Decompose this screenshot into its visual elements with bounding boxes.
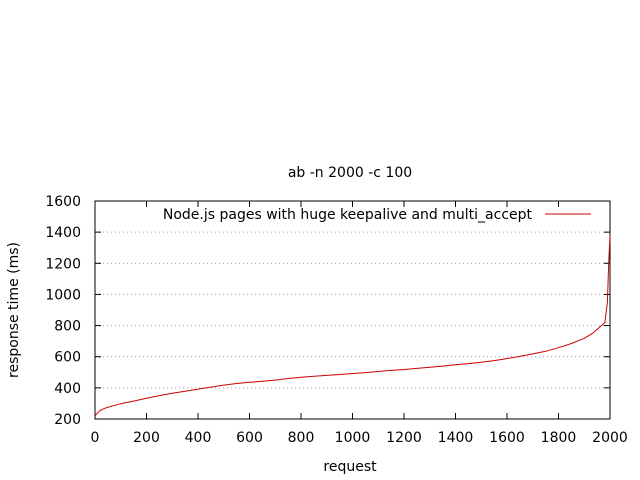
grid-lines bbox=[95, 231, 610, 389]
x-axis-label: request bbox=[323, 459, 377, 475]
y-tick-label: 800 bbox=[54, 319, 81, 335]
series-line bbox=[94, 235, 611, 417]
x-tick-label: 1800 bbox=[541, 430, 577, 446]
legend-label: Node.js pages with huge keepalive and mu… bbox=[163, 207, 533, 223]
x-tick-label: 0 bbox=[91, 430, 100, 446]
axis-ticks bbox=[94, 200, 611, 420]
y-tick-labels: 200 400 600 800 1000 1200 1400 1600 bbox=[45, 194, 81, 428]
y-tick-label: 1000 bbox=[45, 287, 81, 303]
y-tick-label: 1400 bbox=[45, 225, 81, 241]
y-tick-label: 600 bbox=[54, 350, 81, 366]
y-tick-label: 400 bbox=[54, 381, 81, 397]
legend: Node.js pages with huge keepalive and mu… bbox=[163, 207, 591, 223]
y-tick-label: 200 bbox=[54, 412, 81, 428]
x-tick-label: 200 bbox=[133, 430, 160, 446]
y-axis-label: response time (ms) bbox=[6, 242, 22, 378]
y-tick-label: 1600 bbox=[45, 194, 81, 210]
chart-title: ab -n 2000 -c 100 bbox=[288, 165, 412, 181]
x-tick-label: 1000 bbox=[335, 430, 371, 446]
x-tick-labels: 0 200 400 600 800 1000 1200 1400 1600 1800 2000 bbox=[91, 430, 628, 446]
x-tick-label: 2000 bbox=[592, 430, 628, 446]
y-tick-label: 1200 bbox=[45, 256, 81, 272]
x-tick-label: 400 bbox=[185, 430, 212, 446]
x-tick-label: 1200 bbox=[386, 430, 422, 446]
x-tick-label: 1400 bbox=[438, 430, 474, 446]
plot-frame bbox=[94, 200, 611, 420]
x-tick-label: 800 bbox=[288, 430, 315, 446]
x-tick-label: 1600 bbox=[489, 430, 525, 446]
x-tick-label: 600 bbox=[236, 430, 263, 446]
